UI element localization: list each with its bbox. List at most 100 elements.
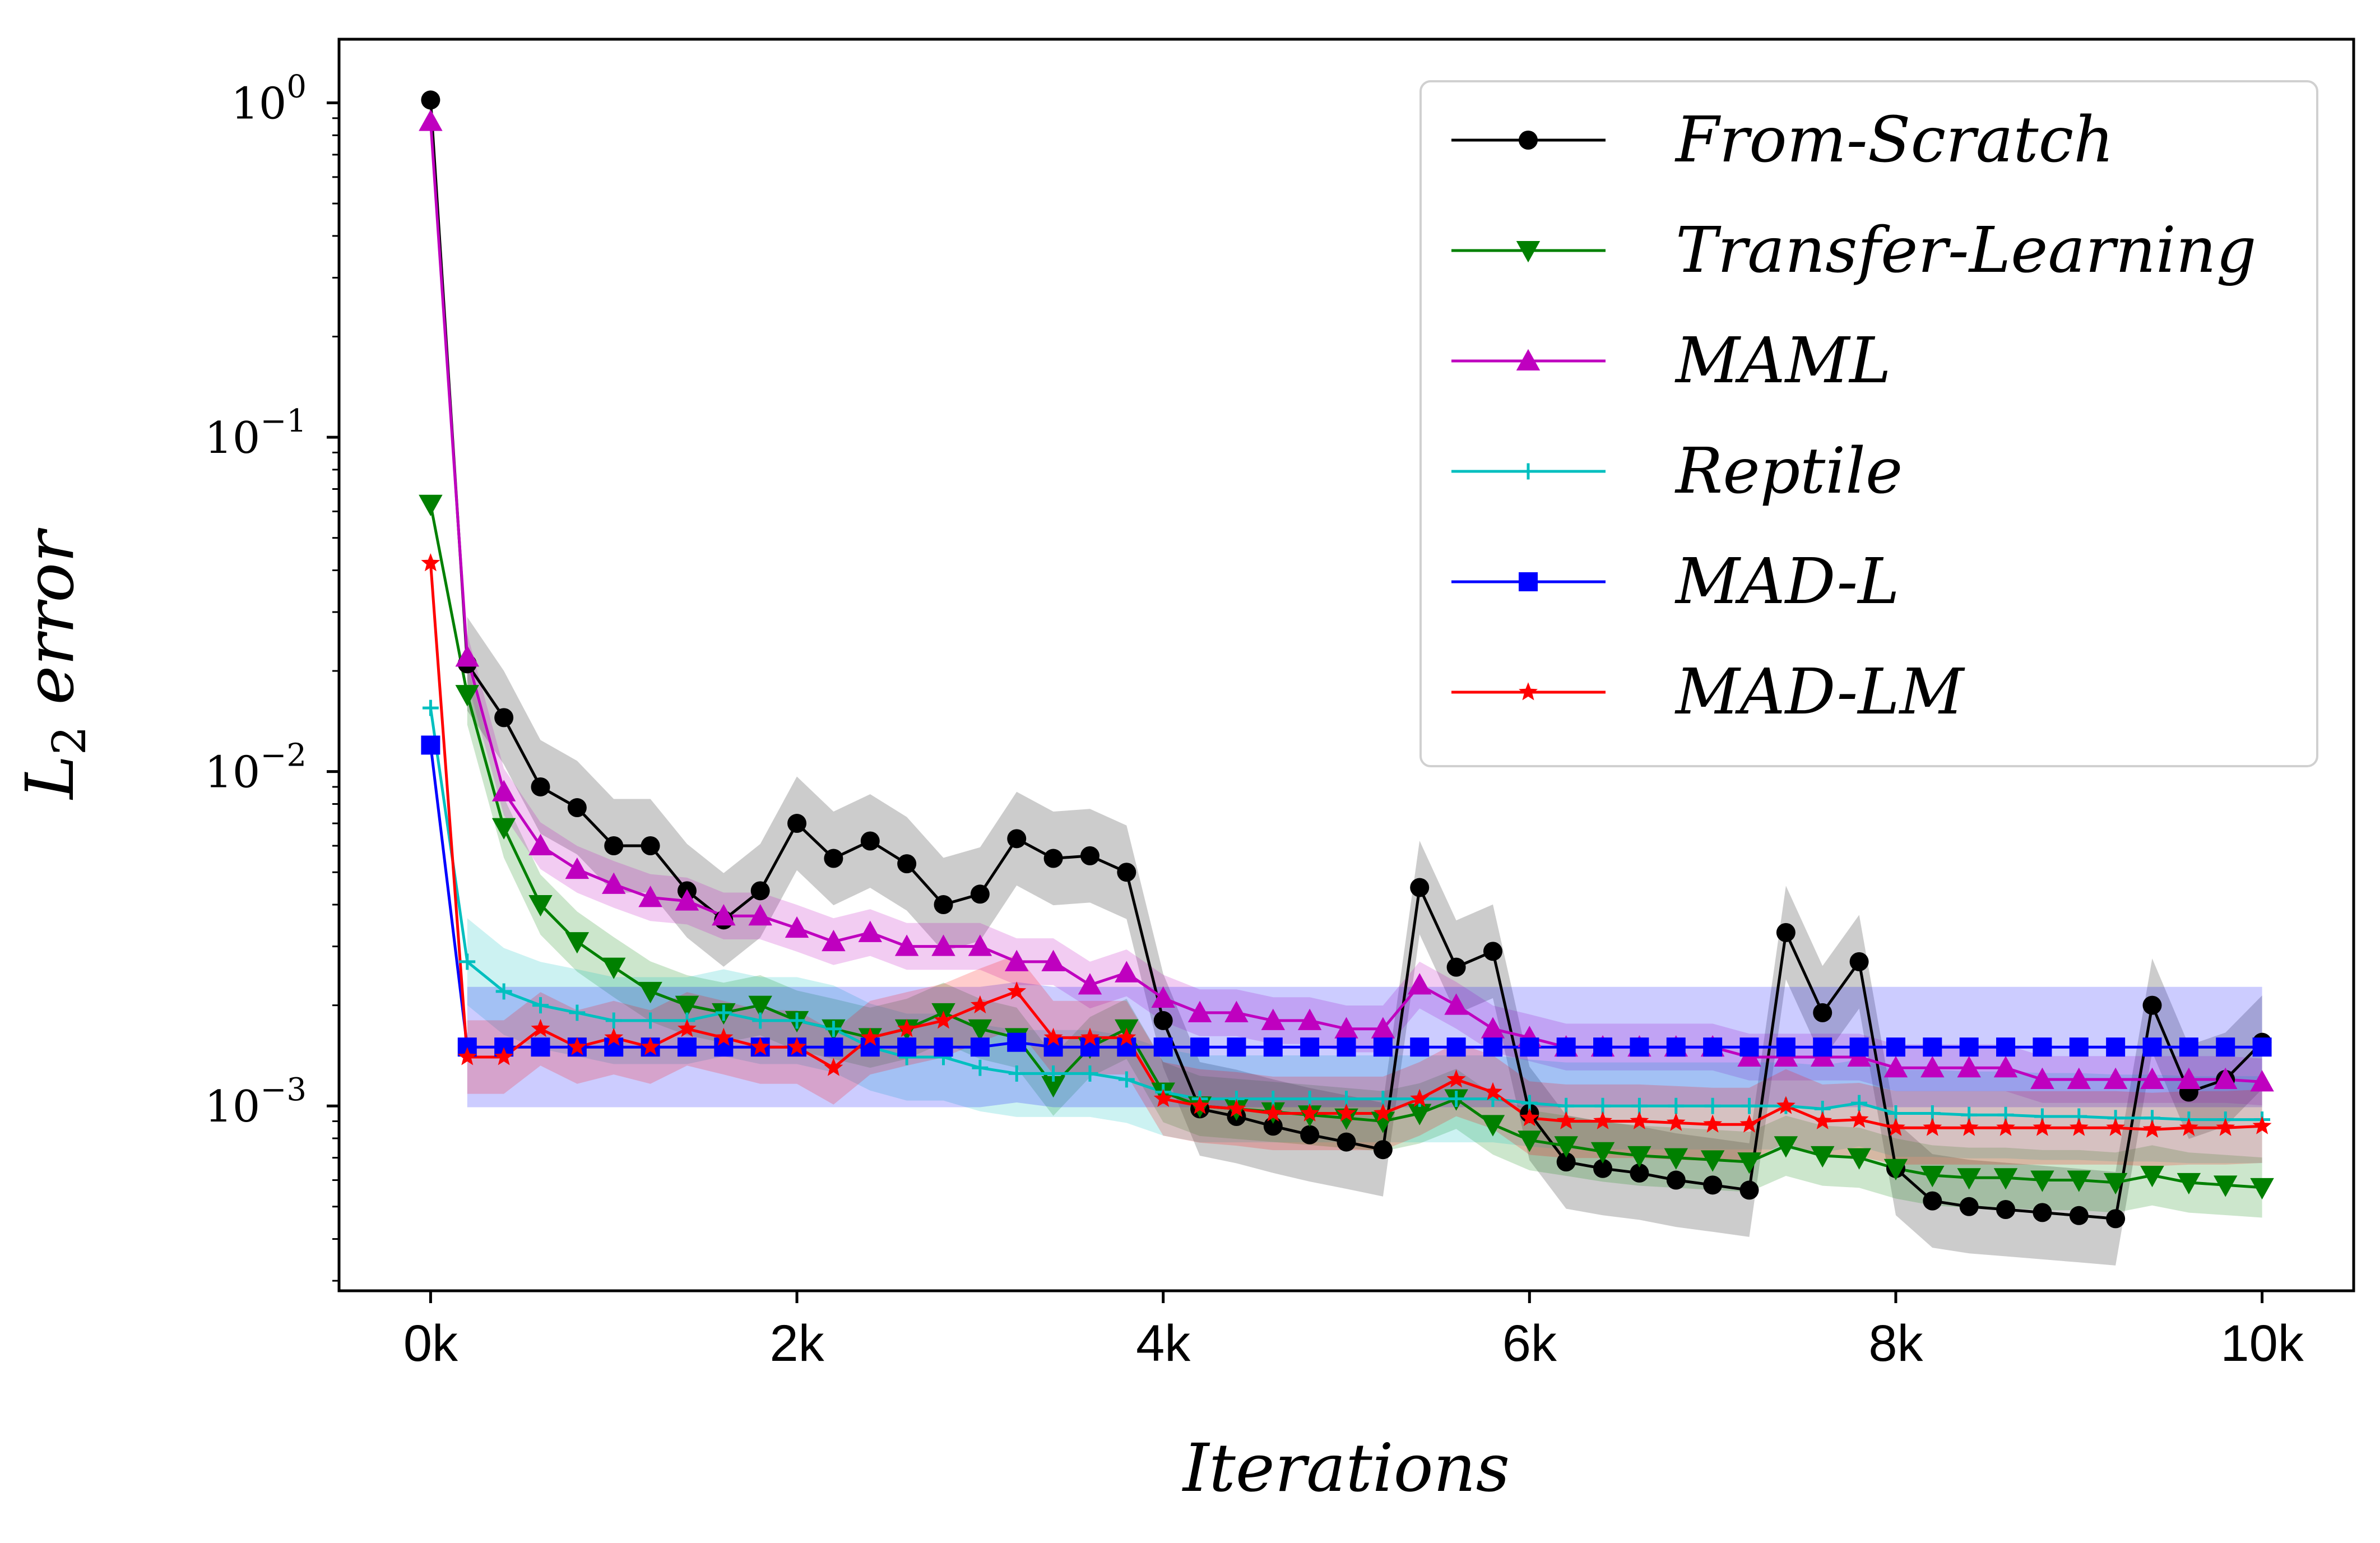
maml-point <box>565 857 590 879</box>
reptile-point <box>1448 1091 1465 1108</box>
y-tick-exponent: 0 <box>286 69 307 105</box>
mad-l-point <box>1703 1037 1723 1057</box>
reptile-point <box>1045 1065 1062 1082</box>
from-scratch-point <box>897 854 917 874</box>
from-scratch-point <box>2033 1203 2052 1222</box>
mad-lm-point <box>1190 1096 1209 1114</box>
reptile-point <box>422 699 439 716</box>
mad-l-point <box>1446 1037 1466 1057</box>
from-scratch-point <box>787 814 807 833</box>
mad-l-point <box>1959 1037 1979 1057</box>
mad-lm-point <box>750 1037 770 1055</box>
mad-lm-point <box>1703 1114 1723 1133</box>
transfer-learning-point <box>491 818 516 840</box>
from-scratch-point <box>1263 1116 1283 1136</box>
transfer-learning-point <box>1774 1136 1798 1158</box>
transfer-learning-point <box>1407 1104 1432 1125</box>
mad-lm-point <box>714 1027 734 1046</box>
mad-l-point <box>1996 1037 2016 1057</box>
mad-lm-point <box>641 1037 660 1055</box>
mad-lm-point <box>604 1027 624 1046</box>
transfer-learning-point <box>1554 1136 1578 1158</box>
legend-marker-reptile <box>1520 463 1537 480</box>
mad-l-point <box>970 1037 990 1057</box>
transfer-learning-point <box>1993 1168 2018 1190</box>
legend-label-transfer-learning: Transfer-Learning <box>1676 214 2257 287</box>
maml-point <box>712 903 736 926</box>
reptile-point <box>752 1012 769 1029</box>
from-scratch-point <box>1117 863 1136 882</box>
maml-point <box>1041 949 1065 971</box>
transfer-learning-point <box>1664 1148 1688 1170</box>
maml-point <box>675 889 699 911</box>
mad-l-point <box>1886 1037 1905 1057</box>
mad-lm-point <box>897 1018 917 1037</box>
legend-box <box>1419 80 2318 767</box>
legend-entry-from-scratch: From-Scratch <box>1451 104 2114 177</box>
from-scratch-point <box>1483 942 1502 961</box>
mad-lm-point <box>1593 1111 1612 1129</box>
mad-l-point <box>1630 1037 1649 1057</box>
transfer-learning-point <box>1700 1150 1725 1172</box>
from-scratch-point <box>970 884 990 904</box>
mad-l-point <box>1300 1037 1320 1057</box>
maml-point <box>491 780 516 801</box>
x-tick-label: 0k <box>403 1315 458 1372</box>
y-axis-title-subscript: 2 <box>43 726 96 755</box>
mad-lm-point <box>1923 1118 1942 1136</box>
mad-lm-point <box>1849 1109 1869 1128</box>
reptile-point <box>972 1059 989 1076</box>
reptile-point <box>1118 1071 1135 1088</box>
legend-label-from-scratch: From-Scratch <box>1674 104 2114 177</box>
transfer-learning-point <box>2177 1173 2201 1195</box>
legend-entry-mad-lm: MAD-LM <box>1451 656 1965 729</box>
mad-lm-point <box>860 1027 880 1046</box>
mad-l-point <box>1153 1037 1173 1057</box>
reptile-point <box>459 953 476 970</box>
maml-point <box>2177 1067 2201 1089</box>
mad-lm-point <box>2216 1118 2235 1136</box>
transfer-learning-point <box>1810 1146 1835 1168</box>
maml-point <box>1224 1000 1249 1022</box>
maml-point <box>2213 1067 2238 1089</box>
maml-point <box>1957 1055 1981 1078</box>
maml-point <box>638 886 662 907</box>
maml-point <box>2250 1070 2274 1092</box>
maml-point <box>2140 1067 2164 1089</box>
reptile-point <box>1704 1097 1721 1114</box>
from-scratch-point <box>1776 923 1796 942</box>
y-axis-title-rest: error <box>11 527 89 726</box>
from-scratch-point <box>1996 1200 2016 1220</box>
from-scratch-point <box>1666 1170 1686 1190</box>
reptile-point <box>788 1012 805 1029</box>
from-scratch-point <box>1630 1163 1649 1183</box>
legend-entry-maml: MAML <box>1451 325 1891 397</box>
mad-lm-point <box>2179 1118 2198 1136</box>
mad-lm-point <box>1520 1108 1539 1127</box>
from-scratch-point <box>1373 1140 1393 1160</box>
legend-label-maml: MAML <box>1674 325 1891 397</box>
reptile-point <box>532 997 549 1014</box>
mad-l-point <box>824 1037 843 1057</box>
maml-point <box>968 934 992 956</box>
mad-l-point <box>421 735 440 755</box>
from-scratch-point <box>934 895 953 915</box>
mad-l-point <box>1483 1037 1502 1057</box>
mad-lm-point <box>1080 1027 1099 1046</box>
maml-point <box>858 920 883 942</box>
mad-lm-point <box>1373 1103 1393 1122</box>
y-axis-title: L2 error <box>11 527 96 800</box>
maml-point <box>601 872 626 894</box>
x-tick-label: 4k <box>1136 1315 1191 1372</box>
transfer-learning-point <box>419 494 443 517</box>
mad-lm-point <box>1739 1114 1759 1133</box>
y-tick-label: 10−1 <box>205 403 307 464</box>
transfer-learning-point <box>2067 1170 2091 1192</box>
mad-lm-point <box>1630 1111 1649 1129</box>
mad-l-point <box>2179 1037 2198 1057</box>
reptile-point <box>1741 1097 1757 1114</box>
maml-point <box>1078 973 1102 995</box>
y-tick-label: 10−3 <box>205 1072 307 1132</box>
mad-l-point <box>1739 1037 1759 1057</box>
